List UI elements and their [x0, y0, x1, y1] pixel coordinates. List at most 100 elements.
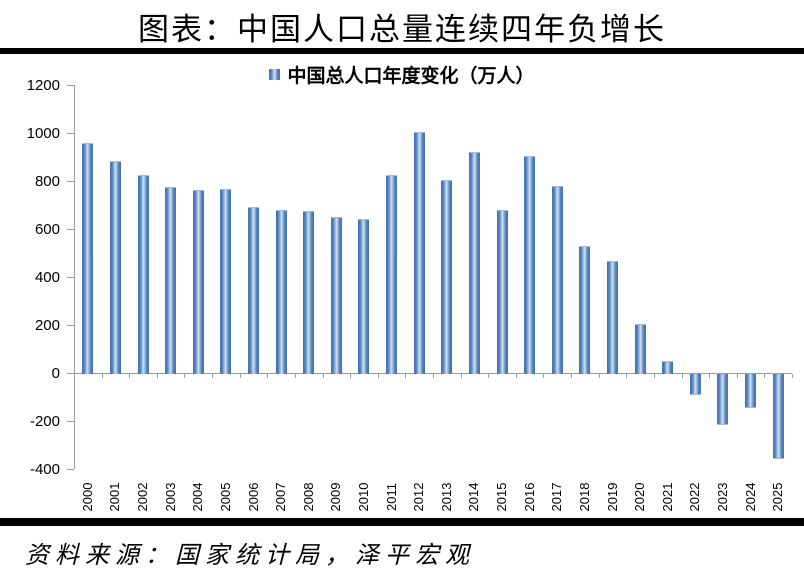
y-tick-mark	[67, 373, 74, 374]
bar	[330, 217, 342, 374]
x-tick-label: 2009	[328, 482, 344, 512]
y-tick-label: 0	[51, 364, 60, 382]
bar	[358, 219, 370, 374]
x-tick-mark	[377, 374, 379, 378]
x-tick-label: 2000	[79, 482, 95, 512]
x-tick-label: 2012	[411, 482, 427, 512]
x-tick-label: 2014	[466, 482, 482, 512]
x-tick-label: 2022	[687, 482, 703, 512]
y-axis-line	[74, 85, 75, 469]
y-tick-label: 1000	[26, 124, 60, 142]
bar	[524, 155, 536, 374]
bar	[717, 374, 729, 425]
x-tick-label: 2016	[521, 482, 537, 512]
x-tick-mark	[129, 374, 131, 378]
bar	[413, 131, 425, 374]
y-tick-mark	[67, 469, 74, 470]
x-tick-label: 2011	[383, 483, 399, 511]
x-tick-label: 2020	[632, 482, 648, 512]
y-tick-mark	[67, 325, 74, 326]
y-tick-mark	[67, 421, 74, 422]
bar	[468, 152, 480, 374]
x-tick-mark	[571, 374, 573, 378]
x-tick-label: 2025	[770, 482, 786, 512]
bar	[82, 143, 94, 374]
bar	[109, 160, 121, 374]
x-tick-mark	[433, 374, 434, 378]
plot-area: 1200 1000 800 600 400 200 0 -200 -400 2000 2001 200…	[26, 76, 793, 512]
x-tick-mark	[74, 374, 75, 378]
bar	[137, 174, 149, 374]
bottom-divider-rule	[0, 518, 804, 526]
bar	[248, 206, 259, 374]
x-tick-mark	[267, 374, 269, 378]
x-tick-mark	[736, 374, 738, 378]
y-tick-label: 400	[34, 268, 60, 286]
x-tick-label: 2006	[245, 482, 261, 512]
x-tick-mark	[184, 374, 186, 378]
bar	[220, 188, 232, 374]
y-tick-mark	[67, 229, 74, 230]
top-divider-rule	[0, 48, 804, 54]
x-tick-mark	[653, 374, 655, 378]
legend-series-marker-icon	[269, 69, 281, 80]
bar	[662, 361, 674, 374]
y-tick-label: 1200	[26, 76, 60, 94]
x-tick-mark	[350, 374, 352, 378]
x-tick-mark	[709, 374, 711, 378]
x-tick-mark	[764, 374, 766, 378]
chart-title: 图表：中国人口总量连续四年负增长	[138, 12, 666, 47]
y-tick-mark	[67, 85, 74, 86]
bar	[689, 374, 701, 396]
bar	[634, 324, 646, 374]
bar	[745, 374, 757, 409]
bar	[386, 175, 398, 374]
y-tick-label: -200	[29, 412, 60, 430]
x-tick-label: 2010	[355, 482, 371, 512]
x-tick-label: 2004	[190, 482, 206, 512]
bar	[551, 186, 563, 374]
x-tick-mark	[515, 374, 517, 378]
x-tick-mark	[405, 374, 407, 378]
x-tick-label: 2023	[714, 482, 730, 512]
x-tick-mark	[681, 374, 683, 378]
x-tick-label: 2008	[300, 482, 316, 512]
x-axis-line	[74, 373, 792, 374]
x-tick-mark	[543, 374, 545, 378]
y-tick-mark	[67, 181, 74, 182]
y-tick-label: -400	[29, 460, 60, 478]
x-tick-label: 2015	[494, 482, 510, 512]
x-tick-mark	[294, 374, 296, 378]
legend: 中国总人口年度变化（万人）	[0, 61, 804, 88]
bar	[275, 209, 287, 374]
x-tick-label: 2019	[604, 482, 620, 512]
x-tick-label: 2024	[742, 482, 758, 512]
x-tick-label: 2002	[135, 482, 151, 512]
x-tick-label: 2007	[273, 482, 289, 512]
bar	[192, 190, 204, 374]
legend-label: 中国总人口年度变化（万人）	[287, 66, 535, 87]
y-tick-label: 800	[34, 172, 60, 190]
x-tick-label: 2003	[162, 482, 178, 512]
y-tick-label: 600	[34, 220, 60, 238]
x-tick-mark	[460, 374, 462, 378]
y-tick-mark	[67, 277, 74, 278]
x-tick-label: 2017	[549, 482, 565, 512]
bar	[303, 211, 315, 374]
bar	[165, 187, 177, 374]
x-tick-label: 2013	[438, 482, 454, 512]
y-tick-label: 200	[34, 316, 60, 334]
x-tick-mark	[156, 374, 158, 378]
source-note: 资料来源：国家统计局，泽平宏观	[25, 543, 475, 569]
x-tick-mark	[212, 374, 214, 378]
x-tick-mark	[626, 374, 628, 378]
x-tick-mark	[322, 374, 324, 378]
x-tick-mark	[101, 374, 103, 378]
bar	[441, 180, 453, 374]
bar	[579, 245, 591, 374]
x-tick-label: 2001	[107, 482, 123, 512]
y-tick-mark	[67, 133, 74, 134]
x-tick-label: 2018	[576, 482, 592, 512]
x-tick-mark	[488, 374, 490, 378]
